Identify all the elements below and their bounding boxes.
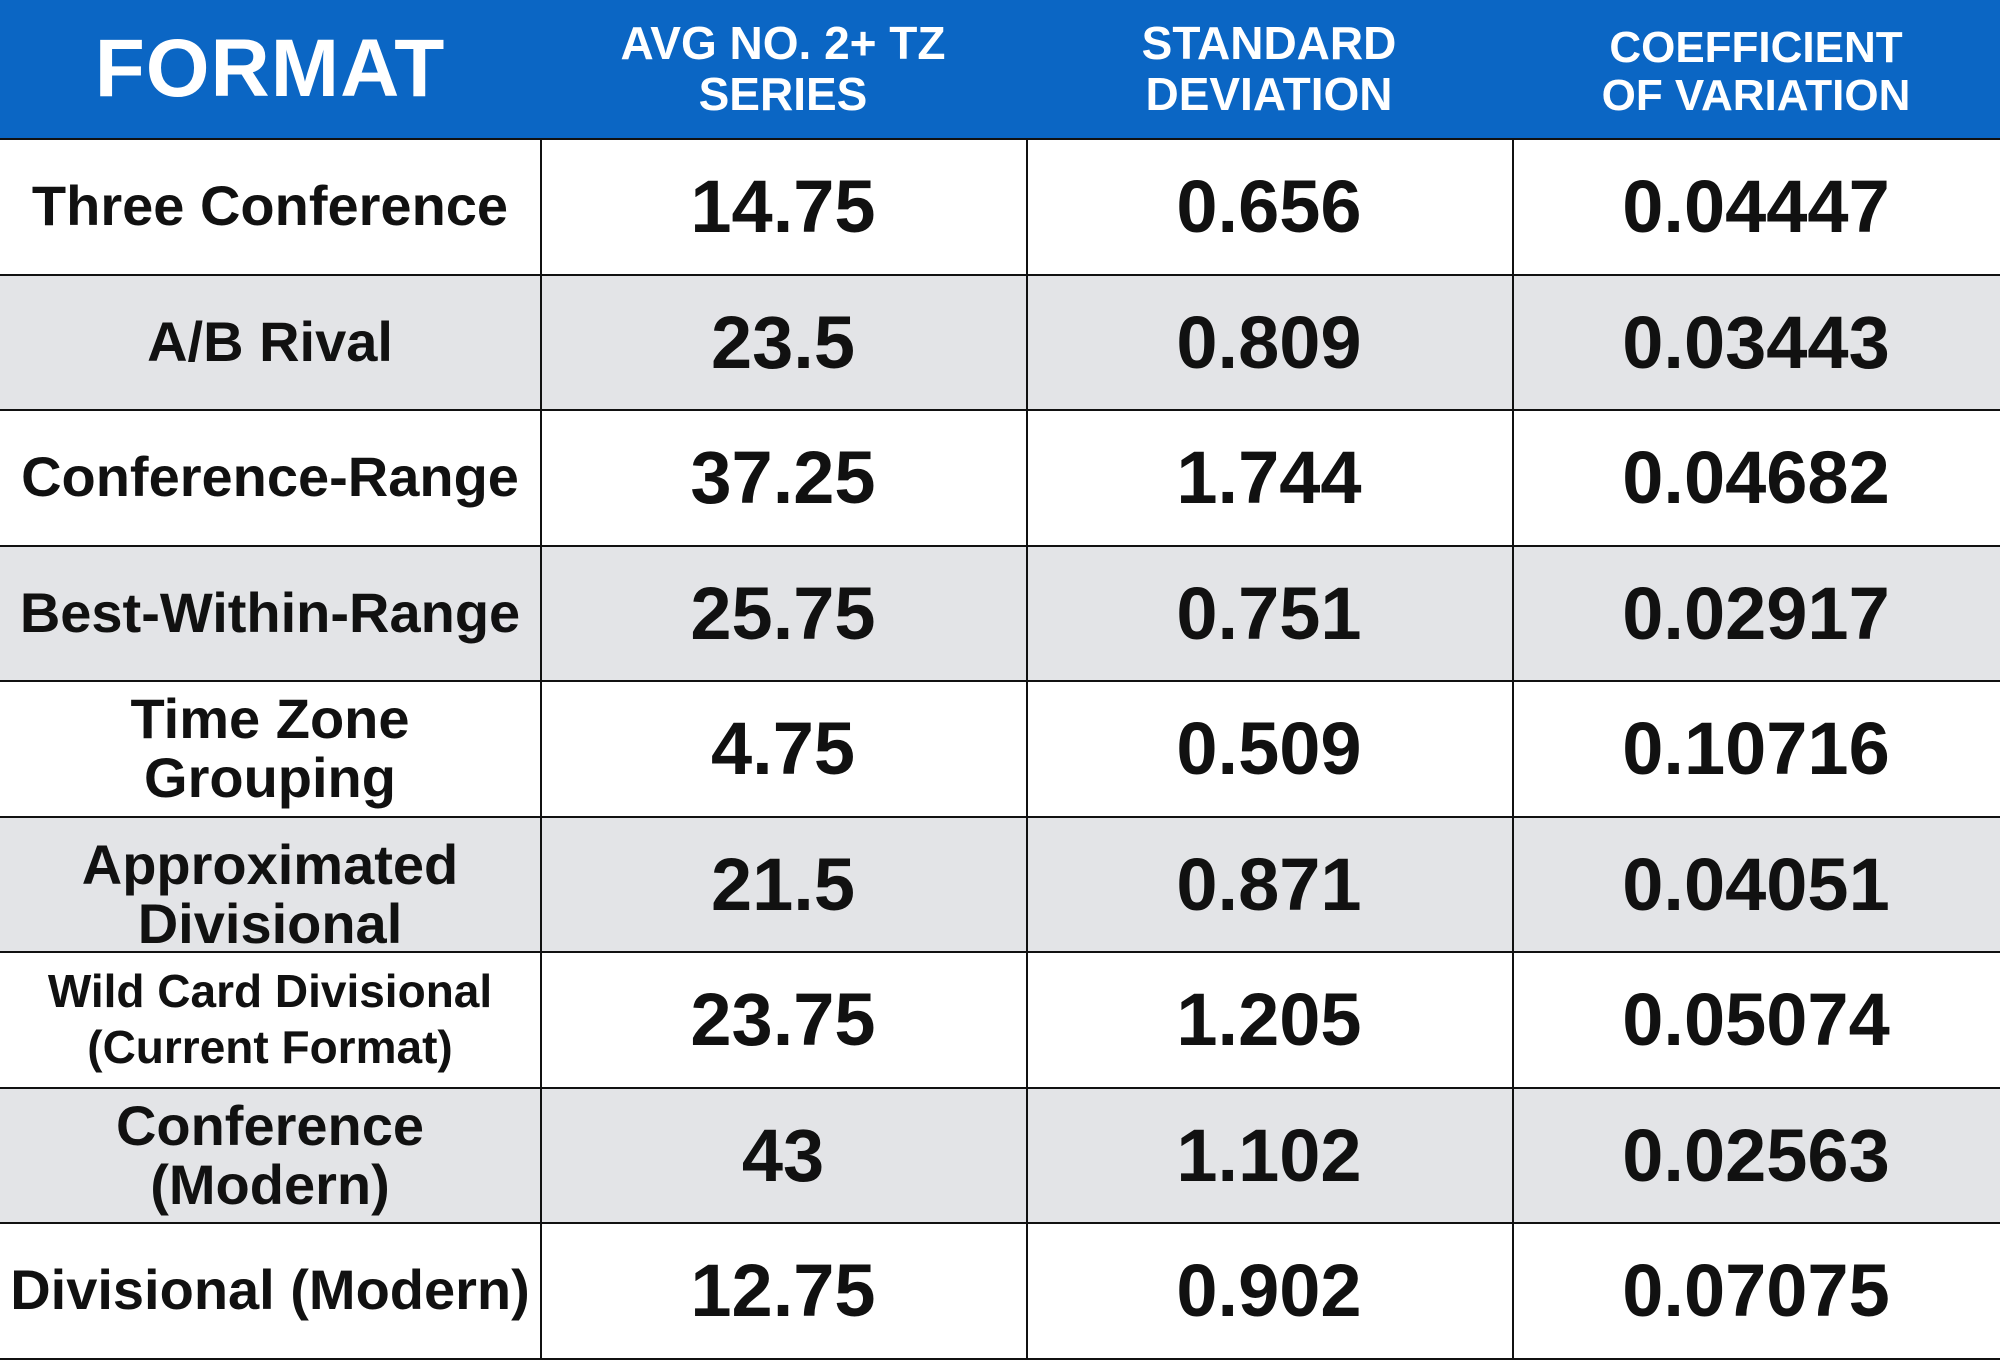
table-row: Approximated Divisional 21.5 0.871 0.04051 — [0, 816, 2000, 951]
table-row: Time Zone Grouping 4.75 0.509 0.10716 — [0, 680, 2000, 815]
cell-coefficient-of-variation: 0.03443 — [1622, 301, 1890, 384]
table-header-row: FORMAT AVG NO. 2+ TZ SERIES STANDARD DEV… — [0, 0, 2000, 138]
cell-coefficient-of-variation: 0.04682 — [1622, 436, 1890, 519]
cell-format: Best-Within-Range — [19, 581, 521, 645]
cell-standard-deviation: 1.744 — [1176, 436, 1362, 519]
cell-avg-series: 23.75 — [690, 978, 876, 1061]
cell-avg-series: 12.75 — [690, 1249, 876, 1332]
table-row: Conference (Modern) 43 1.102 0.02563 — [0, 1087, 2000, 1222]
cell-format: Wild Card Divisional (Current Format) — [47, 965, 493, 1073]
table-row: Best-Within-Range 25.75 0.751 0.02917 — [0, 545, 2000, 680]
cell-avg-series: 25.75 — [690, 572, 876, 655]
cell-coefficient-of-variation: 0.02563 — [1622, 1114, 1890, 1197]
header-standard-deviation: STANDARD DEVIATION — [1141, 17, 1397, 120]
cell-format: A/B Rival — [147, 310, 393, 374]
table-row: Wild Card Divisional (Current Format) 23.… — [0, 951, 2000, 1086]
cell-format: Divisional (Modern) — [10, 1258, 530, 1322]
cell-coefficient-of-variation: 0.07075 — [1622, 1249, 1890, 1332]
cell-standard-deviation: 0.656 — [1176, 165, 1362, 248]
cell-coefficient-of-variation: 0.02917 — [1622, 572, 1890, 655]
cell-format: Conference (Modern) — [115, 1093, 425, 1216]
cell-standard-deviation: 0.751 — [1176, 572, 1362, 655]
header-avg-series: AVG NO. 2+ TZ SERIES — [620, 17, 946, 120]
column-divider — [1026, 138, 1028, 1360]
table-bottom-border — [0, 1358, 2000, 1360]
cell-standard-deviation: 0.902 — [1176, 1249, 1362, 1332]
cell-avg-series: 21.5 — [710, 843, 856, 926]
cell-coefficient-of-variation: 0.04051 — [1622, 843, 1890, 926]
cell-format: Conference-Range — [21, 445, 519, 509]
table-row: A/B Rival 23.5 0.809 0.03443 — [0, 274, 2000, 409]
column-divider — [1512, 138, 1514, 1360]
table-row: Three Conference 14.75 0.656 0.04447 — [0, 138, 2000, 273]
cell-standard-deviation: 0.871 — [1176, 843, 1362, 926]
cell-coefficient-of-variation: 0.10716 — [1622, 707, 1890, 790]
cell-format: Approximated Divisional — [81, 833, 459, 951]
cell-coefficient-of-variation: 0.04447 — [1622, 165, 1890, 248]
header-coefficient-of-variation-label: COEFFICIENT OF VARIATION — [1601, 23, 1911, 120]
cell-coefficient-of-variation: 0.05074 — [1622, 978, 1890, 1061]
cell-standard-deviation: 0.509 — [1176, 707, 1362, 790]
header-format: FORMAT — [94, 22, 446, 114]
cell-avg-series: 14.75 — [690, 165, 876, 248]
cell-avg-series: 37.25 — [690, 436, 876, 519]
column-divider — [540, 138, 542, 1360]
cell-standard-deviation: 0.809 — [1176, 301, 1362, 384]
cell-avg-series: 4.75 — [710, 707, 856, 790]
table-row: Conference-Range 37.25 1.744 0.04682 — [0, 409, 2000, 544]
cell-standard-deviation: 1.102 — [1176, 1114, 1362, 1197]
cell-format: Three Conference — [31, 174, 509, 238]
cell-avg-series: 23.5 — [710, 301, 856, 384]
header-coefficient-of-variation: COEFFICIENT OF VARIATION — [1512, 0, 2000, 138]
table-row: Divisional (Modern) 12.75 0.902 0.07075 — [0, 1222, 2000, 1357]
cell-standard-deviation: 1.205 — [1176, 978, 1362, 1061]
cell-format: Time Zone Grouping — [130, 686, 410, 809]
cell-avg-series: 43 — [741, 1114, 825, 1197]
